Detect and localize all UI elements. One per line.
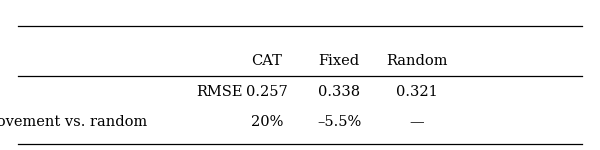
Text: –5.5%: –5.5% [317, 115, 361, 129]
Text: Random: Random [386, 54, 448, 68]
Text: 0.321: 0.321 [396, 85, 438, 99]
Text: CAT: CAT [251, 54, 283, 68]
Text: RMSE: RMSE [197, 85, 243, 99]
Text: Fixed: Fixed [319, 54, 359, 68]
Text: Improvement vs. random: Improvement vs. random [0, 115, 147, 129]
Text: 0.338: 0.338 [318, 85, 360, 99]
Text: 20%: 20% [251, 115, 283, 129]
Text: 0.257: 0.257 [246, 85, 288, 99]
Text: —: — [410, 115, 424, 129]
